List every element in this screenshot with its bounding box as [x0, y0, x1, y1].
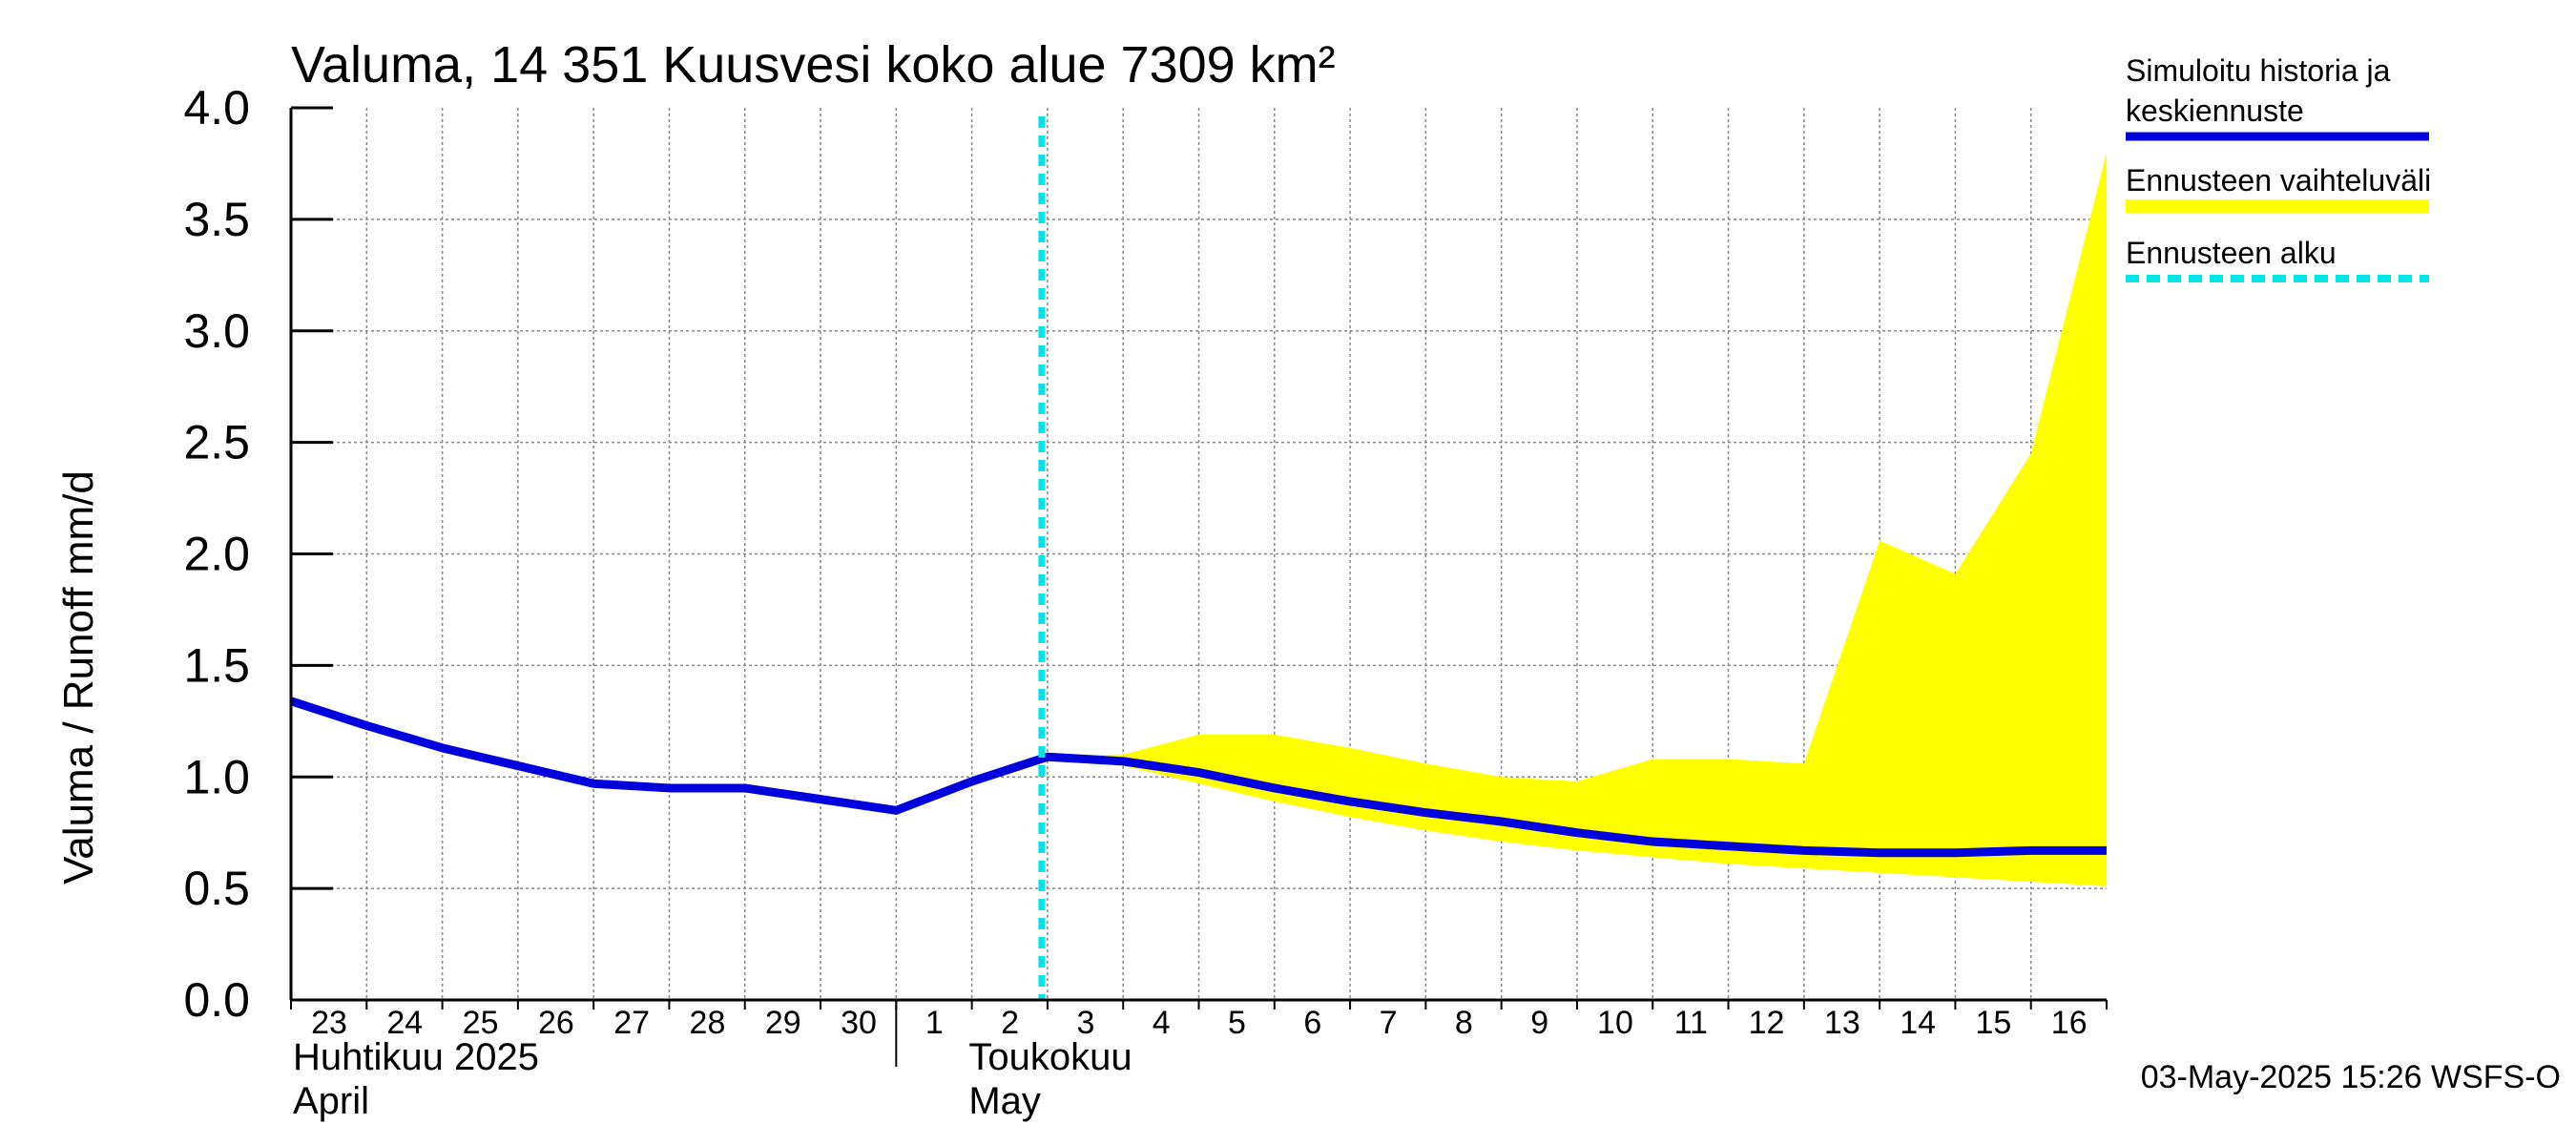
- x-tick-label: 1: [925, 1005, 944, 1041]
- axes: [289, 106, 2108, 1067]
- chart-title: Valuma, 14 351 Kuusvesi koko alue 7309 k…: [291, 36, 1336, 94]
- y-tick-label: 3.0: [183, 304, 250, 358]
- legend-label-band: Ennusteen vaihteluväli: [2126, 163, 2431, 198]
- x-tick-label: 30: [841, 1005, 877, 1041]
- month-label-en: April: [293, 1080, 369, 1122]
- x-tick-label: 28: [690, 1005, 726, 1041]
- x-tick-label: 12: [1749, 1005, 1785, 1041]
- x-tick-label: 26: [538, 1005, 574, 1041]
- y-tick-labels: 0.0 0.5 1.0 1.5 2.0 2.5 3.0 3.5 4.0: [183, 81, 250, 1027]
- x-tick-label: 15: [1976, 1005, 2012, 1041]
- y-tick-label: 3.5: [183, 193, 250, 246]
- x-tick-label: 27: [613, 1005, 650, 1041]
- x-tick-label: 14: [1900, 1005, 1936, 1041]
- x-tick-label: 25: [463, 1005, 499, 1041]
- x-tick-label: 4: [1153, 1005, 1171, 1041]
- x-tick-label: 6: [1303, 1005, 1321, 1041]
- x-tick-label: 23: [311, 1005, 347, 1041]
- y-tick-label: 0.5: [183, 862, 250, 915]
- month-label-en: May: [968, 1080, 1041, 1122]
- legend-label-forecast-start: Ennusteen alku: [2126, 236, 2337, 270]
- y-tick-label: 2.5: [183, 416, 250, 469]
- timestamp: 03-May-2025 15:26 WSFS-O: [2141, 1059, 2561, 1095]
- runoff-series: [289, 697, 2107, 858]
- x-tick-labels: 23 24 25 26 27 28 29 30 1 2 3 4 5 6 7 8 9 10 11 12 13 14 15 16: [311, 1005, 2088, 1041]
- x-tick-label: 9: [1530, 1005, 1548, 1041]
- x-tick-label: 10: [1597, 1005, 1633, 1041]
- runoff-line: [289, 697, 2107, 858]
- x-tick-label: 24: [386, 1005, 423, 1041]
- x-tick-label: 16: [2051, 1005, 2088, 1041]
- x-tick-label: 11: [1674, 1005, 1708, 1041]
- y-tick-label: 0.0: [183, 973, 250, 1027]
- legend-label-series-line2: keskiennuste: [2126, 94, 2304, 128]
- x-tick-label: 3: [1076, 1005, 1094, 1041]
- y-axis-label: Valuma / Runoff mm/d: [55, 470, 102, 885]
- y-tick-label: 4.0: [183, 81, 250, 135]
- month-label-fi: Toukokuu: [968, 1036, 1132, 1078]
- x-tick-label: 5: [1228, 1005, 1246, 1041]
- y-tick-label: 2.0: [183, 528, 250, 581]
- forecast-range-area: [1047, 152, 2107, 886]
- legend: Simuloitu historia ja keskiennuste Ennuste…: [2126, 53, 2431, 282]
- x-tick-label: 8: [1455, 1005, 1473, 1041]
- y-tick-label: 1.5: [183, 638, 250, 692]
- x-tick-label: 13: [1824, 1005, 1860, 1041]
- x-tick-label: 7: [1380, 1005, 1398, 1041]
- month-label-fi: Huhtikuu 2025: [293, 1036, 539, 1078]
- y-tick-label: 1.0: [183, 750, 250, 803]
- legend-label-series: Simuloitu historia ja: [2126, 53, 2391, 88]
- x-tick-label: 2: [1001, 1005, 1019, 1041]
- forecast-range-band: [1047, 152, 2107, 886]
- x-tick-label: 29: [765, 1005, 801, 1041]
